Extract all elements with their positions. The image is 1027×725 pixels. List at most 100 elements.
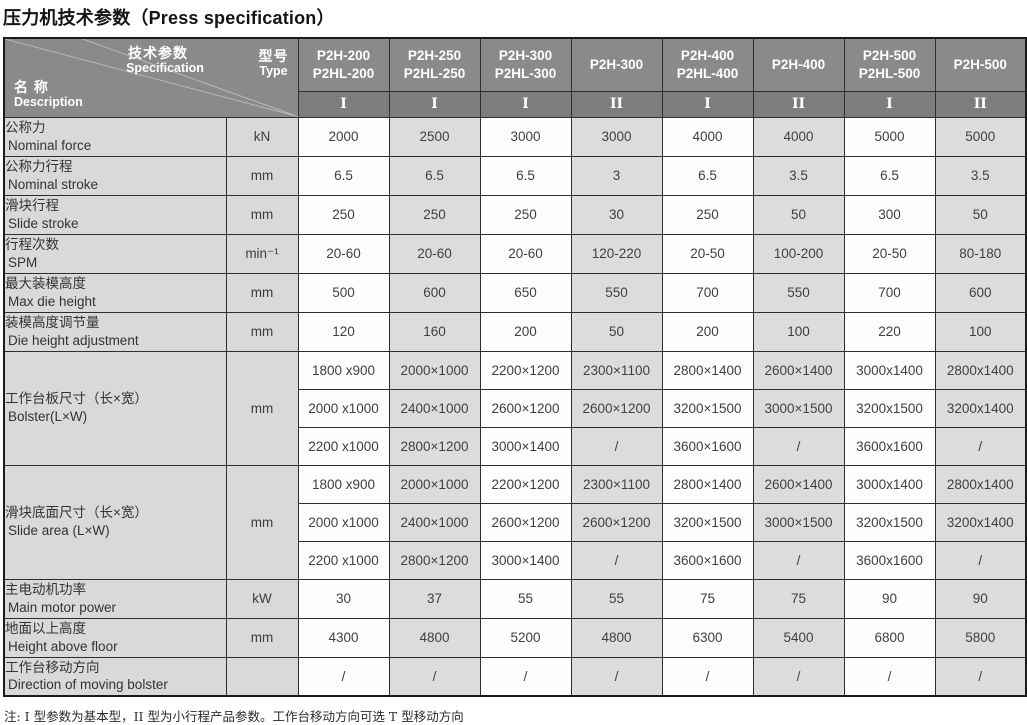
value-cell: 55 xyxy=(479,578,572,619)
row-label-zh: 行程次数 xyxy=(5,236,59,252)
value-cell: 2800×1400 xyxy=(661,464,754,504)
row-label-zh: 滑块底面尺寸（长×宽） xyxy=(5,505,148,521)
model-name-line1: P2H-500 xyxy=(862,47,917,63)
value-cell: 550 xyxy=(570,272,663,313)
value-cell: 50 xyxy=(752,194,845,235)
corner-type-label: 型号 Type xyxy=(259,48,289,78)
value-cell: 2600×1200 xyxy=(479,502,572,542)
value-cell: 3600x1600 xyxy=(843,540,936,580)
model-header-row: 技术参数 Specification 型号 Type 名 称 Descripti… xyxy=(3,37,1027,118)
value-cell: 2300×1100 xyxy=(570,350,663,390)
row-label: 主电动机功率 Main motor power xyxy=(3,578,227,619)
spec-table: 技术参数 Specification 型号 Type 名 称 Descripti… xyxy=(3,37,1027,697)
model-name-line1: P2H-400 xyxy=(680,47,735,63)
value-cell: 50 xyxy=(934,194,1027,235)
table-row-nominal-stroke: 公称力行程 Nominal stroke mm 6.5 6.5 6.5 3 6.5… xyxy=(3,155,1027,196)
value-cell: / xyxy=(479,656,572,697)
value-cell: 3200x1500 xyxy=(843,388,936,428)
value-cell: 6.5 xyxy=(388,155,481,196)
unit-cell: mm xyxy=(225,617,299,658)
unit-cell: min⁻¹ xyxy=(225,233,299,274)
value-cell: 75 xyxy=(752,578,845,619)
row-label: 工作台移动方向 Direction of moving bolster xyxy=(3,656,227,697)
table-row-slide-area-2: 2000 x1000 2400×1000 2600×1200 2600×1200… xyxy=(4,502,1027,542)
type-header: II xyxy=(752,90,845,118)
value-cell: 250 xyxy=(661,194,754,235)
value-cell: 2800×1400 xyxy=(661,350,754,390)
value-cell: 3000x1400 xyxy=(843,464,936,504)
value-cell: 250 xyxy=(297,194,390,235)
table-row-slide-area-1: 滑块底面尺寸（长×宽） Slide area (L×W) mm 1800 x900… xyxy=(3,464,1027,580)
corner-spec-label: 技术参数 Specification xyxy=(93,45,223,75)
row-label: 滑块底面尺寸（长×宽） Slide area (L×W) xyxy=(3,464,227,580)
type-header: II xyxy=(570,90,663,118)
row-label-zh: 地面以上高度 xyxy=(5,620,86,636)
value-cell: 4300 xyxy=(297,617,390,658)
model-name-line2: P2HL-500 xyxy=(858,65,921,81)
table-row-bolster-2: 2000 x1000 2400×1000 2600×1200 2600×1200… xyxy=(4,388,1027,428)
row-label-zh: 公称力行程 xyxy=(5,158,73,174)
value-cell: 2600×1200 xyxy=(570,502,663,542)
value-cell: 30 xyxy=(297,578,390,619)
page-title: 压力机技术参数（Press specification） xyxy=(3,8,335,28)
diagonal-divider-lines xyxy=(5,39,297,116)
value-cell: 5800 xyxy=(934,617,1027,658)
corner-spec-en: Specification xyxy=(126,61,204,76)
value-cell: / xyxy=(934,540,1027,580)
value-cell: 90 xyxy=(843,578,936,619)
value-cell: 2000×1000 xyxy=(388,350,481,390)
row-label-en: Main motor power xyxy=(8,599,117,615)
value-cell: 700 xyxy=(843,272,936,313)
model-name-line1: P2H-300 xyxy=(498,47,553,63)
row-label-en: Direction of moving bolster xyxy=(8,677,168,693)
value-cell: 4000 xyxy=(661,116,754,157)
value-cell: 3.5 xyxy=(934,155,1027,196)
value-cell: 1800 x900 xyxy=(297,350,390,390)
table-row-die-height-adjustment: 装模高度调节量 Die height adjustment mm 120 160 … xyxy=(3,311,1027,352)
value-cell: 37 xyxy=(388,578,481,619)
value-cell: 3000×1500 xyxy=(752,388,845,428)
value-cell: 6.5 xyxy=(297,155,390,196)
value-cell: 80-180 xyxy=(934,233,1027,274)
value-cell: 20-60 xyxy=(297,233,390,274)
unit-cell: mm xyxy=(225,350,299,466)
row-label-en: Die height adjustment xyxy=(8,332,139,348)
value-cell: 5400 xyxy=(752,617,845,658)
model-header: P2H-400 xyxy=(752,37,845,92)
value-cell: 6.5 xyxy=(661,155,754,196)
value-cell: 20-60 xyxy=(388,233,481,274)
value-cell: 3600×1600 xyxy=(661,426,754,466)
type-header: I xyxy=(661,90,754,118)
value-cell: 2600×1400 xyxy=(752,350,845,390)
value-cell: / xyxy=(843,656,936,697)
table-row-direction-of-moving-bolster: 工作台移动方向 Direction of moving bolster / / /… xyxy=(3,656,1027,697)
table-row-spm: 行程次数 SPM min⁻¹ 20-60 20-60 20-60 120-220 … xyxy=(3,233,1027,274)
unit-cell: mm xyxy=(225,194,299,235)
value-cell: 2800x1400 xyxy=(934,350,1027,390)
row-label: 公称力 Nominal force xyxy=(3,116,227,157)
value-cell: 200 xyxy=(479,311,572,352)
value-cell: 2600×1200 xyxy=(479,388,572,428)
value-cell: 3200x1400 xyxy=(934,502,1027,542)
corner-spec-zh: 技术参数 xyxy=(128,45,188,61)
value-cell: 1800 x900 xyxy=(297,464,390,504)
model-name-line1: P2H-250 xyxy=(407,47,462,63)
value-cell: 2800x1400 xyxy=(934,464,1027,504)
value-cell: 3000×1400 xyxy=(479,426,572,466)
value-cell: 3000 xyxy=(479,116,572,157)
value-cell: / xyxy=(297,656,390,697)
model-header: P2H-500 xyxy=(934,37,1027,92)
value-cell: 100-200 xyxy=(752,233,845,274)
row-label-en: Bolster(L×W) xyxy=(8,409,88,424)
row-label: 地面以上高度 Height above floor xyxy=(3,617,227,658)
row-label-zh: 装模高度调节量 xyxy=(5,314,100,330)
row-label-en: Nominal stroke xyxy=(8,176,99,192)
value-cell: 3200×1500 xyxy=(661,502,754,542)
model-header: P2H-300 P2HL-300 xyxy=(479,37,572,92)
value-cell: / xyxy=(570,656,663,697)
row-label-zh: 主电动机功率 xyxy=(5,581,86,597)
value-cell: / xyxy=(388,656,481,697)
value-cell: 20-50 xyxy=(843,233,936,274)
table-row-max-die-height: 最大装模高度 Max die height mm 500 600 650 550 … xyxy=(3,272,1027,313)
row-label-en: SPM xyxy=(8,254,38,270)
